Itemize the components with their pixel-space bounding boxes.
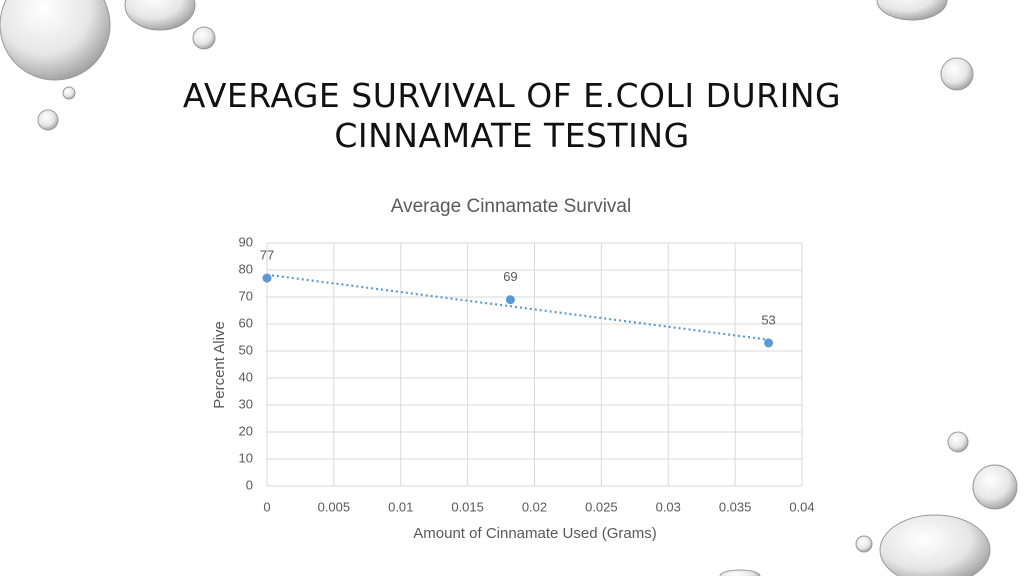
x-tick-label: 0.015	[451, 499, 484, 514]
x-tick-label: 0	[263, 499, 270, 514]
y-tick-label: 60	[239, 315, 253, 330]
x-tick-label: 0.01	[388, 499, 413, 514]
y-tick-label: 70	[239, 288, 253, 303]
x-axis-label: Amount of Cinnamate Used (Grams)	[413, 525, 656, 542]
point	[505, 295, 515, 305]
x-tick-label: 0.025	[585, 499, 618, 514]
y-tick-label: 80	[239, 261, 253, 276]
x-tick-label: 0.035	[719, 499, 752, 514]
y-tick-label: 10	[239, 450, 253, 465]
y-tick-label: 30	[239, 396, 253, 411]
y-tick-label: 90	[239, 234, 253, 249]
x-tick-label: 0.005	[318, 499, 351, 514]
y-tick-label: 40	[239, 369, 253, 384]
slide-title: AVERAGE SURVIVAL OF E.COLI DURING CINNAM…	[182, 76, 842, 155]
data-label: 77	[260, 248, 274, 263]
trendline	[266, 273, 769, 341]
point	[262, 273, 272, 283]
y-tick-label: 50	[239, 342, 253, 357]
y-axis-label: Percent Alive	[211, 321, 228, 409]
data-label: 69	[503, 269, 517, 284]
data-label: 53	[761, 312, 775, 327]
x-tick-label: 0.03	[656, 499, 681, 514]
chart-title: Average Cinnamate Survival	[391, 196, 631, 217]
point	[764, 338, 774, 348]
x-tick-label: 0.02	[522, 499, 547, 514]
y-tick-label: 0	[246, 477, 253, 492]
x-tick-label: 0.04	[789, 499, 814, 514]
y-tick-label: 20	[239, 423, 253, 438]
